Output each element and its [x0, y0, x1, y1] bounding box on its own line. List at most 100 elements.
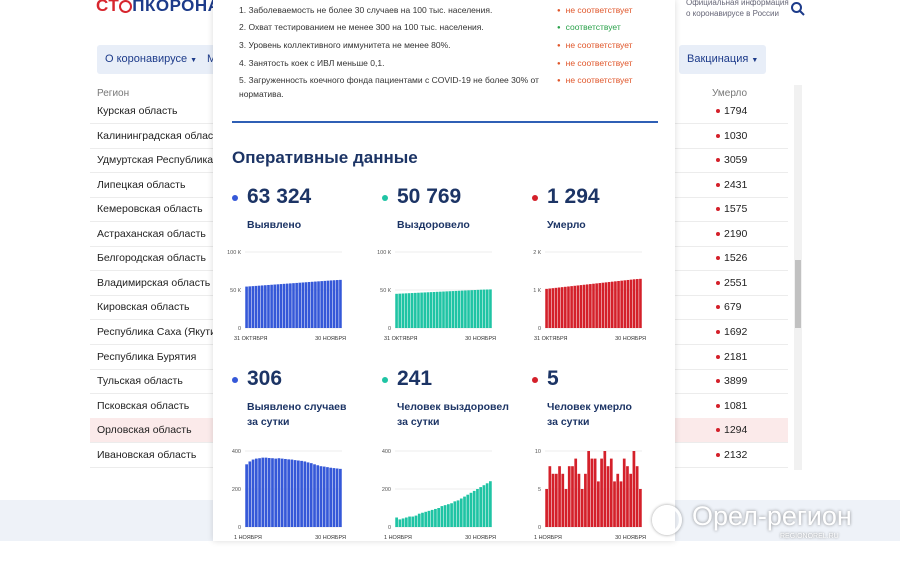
- bar: [295, 282, 298, 328]
- stat-value: 50 769: [397, 185, 462, 208]
- stat-card: 50 769 Выздоровело 0 50 К 100 К 31 ОКТЯБРЯ 30 …: [377, 185, 522, 385]
- y-tick-label: 50 К: [380, 288, 392, 294]
- bar: [558, 466, 561, 527]
- region-name: Удмуртская Республика: [97, 154, 214, 167]
- bar: [248, 461, 252, 527]
- bar: [284, 458, 287, 527]
- bar: [320, 281, 323, 328]
- watermark-name: Орел-регион: [692, 501, 852, 531]
- bar: [467, 290, 470, 328]
- deaths-value: 2431: [715, 173, 747, 197]
- bar: [332, 468, 336, 527]
- bar: [317, 281, 320, 328]
- bar: [306, 462, 310, 527]
- bar: [442, 291, 445, 328]
- bar: [626, 466, 629, 527]
- bar: [435, 291, 439, 328]
- bar: [300, 460, 303, 527]
- bar: [584, 473, 587, 527]
- bar: [457, 290, 461, 328]
- deaths-value: 1692: [715, 320, 747, 344]
- stat-label: Выявлено: [247, 219, 302, 231]
- bar: [623, 280, 627, 328]
- bar: [298, 282, 302, 328]
- bar: [460, 290, 464, 328]
- mini-chart: 0 200 400 1 НОЯБРЯ 30 НОЯБРЯ: [382, 449, 496, 541]
- bar: [426, 292, 430, 328]
- scroll-thumb[interactable]: [795, 260, 801, 328]
- bar: [622, 458, 626, 527]
- stat-card: 306 Выявлено случаев за сутки 0 200 400 1 НОЯБ…: [232, 367, 372, 567]
- bullet: [232, 195, 238, 201]
- y-tick-label: 100 К: [377, 250, 392, 256]
- bar: [432, 291, 436, 328]
- bar: [401, 293, 405, 328]
- criterion-text: 4. Занятость коек с ИВЛ меньше 0,1.: [239, 58, 385, 68]
- stat-value: 241: [397, 367, 433, 390]
- bar: [479, 289, 483, 328]
- bar: [614, 281, 617, 328]
- region-name: Республика Бурятия: [97, 350, 197, 363]
- nav-button[interactable]: Вакцинация ▼: [679, 45, 767, 74]
- bar: [482, 289, 486, 328]
- region-name: Владимирская область: [97, 276, 211, 289]
- bar: [322, 466, 326, 527]
- bar: [285, 283, 289, 328]
- bar: [335, 280, 339, 328]
- bar: [261, 457, 265, 527]
- bar: [598, 283, 602, 328]
- watermark-logo: [652, 505, 682, 535]
- y-tick-label: 0: [538, 326, 541, 332]
- bar: [273, 284, 277, 328]
- y-tick-label: 1 К: [533, 288, 542, 294]
- bar: [485, 483, 489, 527]
- bar: [395, 293, 398, 328]
- bar: [450, 503, 453, 527]
- bar: [326, 467, 329, 527]
- x-tick-label: 1 НОЯБРЯ: [534, 535, 562, 541]
- deaths-value: 1030: [715, 124, 747, 148]
- search-icon[interactable]: [790, 1, 806, 17]
- bar: [620, 280, 623, 328]
- stat-card: 241 Человек выздоровел за сутки 0 200 400 1 НО…: [382, 367, 522, 567]
- bullet: [532, 195, 538, 201]
- x-tick-label: 31 ОКТЯБРЯ: [384, 336, 417, 342]
- bar: [473, 290, 477, 328]
- bar: [339, 468, 342, 527]
- mini-chart: 0 5 10 1 НОЯБРЯ 30 НОЯБРЯ: [534, 449, 646, 541]
- y-tick-label: 0: [388, 326, 391, 332]
- bar: [267, 284, 270, 328]
- bar: [430, 509, 434, 527]
- bar: [260, 285, 264, 328]
- bar: [567, 466, 571, 527]
- bar: [289, 283, 292, 328]
- bar: [472, 490, 476, 527]
- bar: [274, 458, 278, 527]
- bar: [276, 284, 280, 328]
- bar: [577, 473, 581, 527]
- bar: [469, 492, 473, 527]
- logo-icon: [119, 0, 133, 13]
- deaths-value: 2190: [715, 222, 747, 246]
- bar: [314, 281, 317, 328]
- criterion-status: не соответствует: [557, 73, 633, 88]
- mini-chart: 0 1 К 2 К 31 ОКТЯБРЯ 30 НОЯБРЯ: [533, 250, 646, 342]
- bar: [489, 289, 492, 328]
- logo-part: СТ: [96, 0, 120, 15]
- nav-button[interactable]: О коронавирусе ▼: [97, 45, 206, 74]
- stat-label: Человек умерло: [547, 401, 632, 413]
- bar: [589, 284, 592, 328]
- bar: [307, 282, 311, 328]
- section-title: Оперативные данные: [232, 148, 418, 167]
- bar: [629, 279, 633, 328]
- bar: [414, 515, 418, 527]
- bar: [445, 291, 448, 328]
- bar: [414, 292, 417, 328]
- criterion-status: не соответствует: [557, 56, 633, 71]
- bar: [270, 284, 273, 328]
- bar: [573, 285, 577, 328]
- bar: [579, 285, 583, 328]
- bar: [277, 458, 281, 527]
- bar: [551, 288, 555, 328]
- bar: [254, 285, 258, 328]
